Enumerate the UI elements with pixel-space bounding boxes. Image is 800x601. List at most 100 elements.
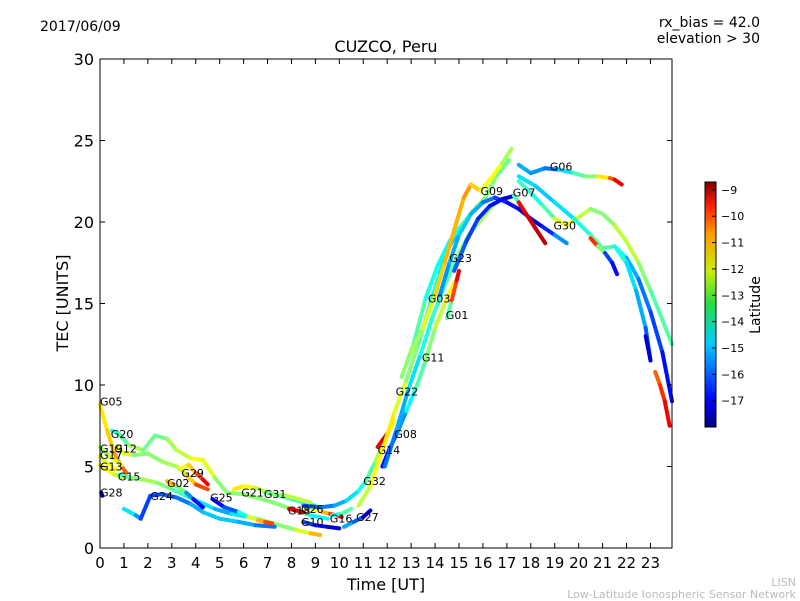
series-label-g19: G19 bbox=[100, 443, 123, 456]
colorbar-ticks: −9 −10 −11 −12 −13 −14 −15 −16 −17 bbox=[712, 184, 744, 408]
series-g07-segment bbox=[488, 197, 505, 208]
series-g06-segment bbox=[516, 162, 533, 176]
series-g32-segment bbox=[332, 498, 349, 508]
series-label-g20: G20 bbox=[111, 428, 134, 441]
series-track-31-segment bbox=[648, 309, 665, 355]
x-tick-label: 18 bbox=[521, 554, 540, 572]
series-g15-segment bbox=[212, 506, 234, 516]
series-track-31-segment bbox=[660, 350, 674, 404]
series-g20-segment bbox=[153, 433, 169, 441]
series-g12-segment bbox=[184, 472, 198, 487]
series-label-g32: G32 bbox=[363, 475, 386, 488]
series-g20-segment bbox=[200, 458, 217, 480]
series-g07-segment bbox=[524, 211, 538, 231]
series-label-g01: G01 bbox=[446, 309, 469, 322]
series-g09-segment bbox=[552, 233, 569, 246]
series-g29-segment bbox=[200, 477, 210, 487]
series-label-g03: G03 bbox=[428, 293, 451, 306]
y-tick-label: 0 bbox=[84, 539, 94, 558]
x-axis: 0 1 2 3 4 5 6 7 8 9 10 11 12 13 14 15 16 17 18 19 20 21 22 23 bbox=[95, 59, 660, 572]
series-g15-segment bbox=[155, 480, 174, 492]
series-g12-segment bbox=[174, 464, 189, 477]
x-tick-label: 21 bbox=[593, 554, 612, 572]
series-track-31-segment bbox=[588, 233, 605, 251]
series-g30-segment bbox=[636, 260, 653, 293]
series-label-g17: G17 bbox=[100, 449, 123, 462]
series-g17-segment bbox=[105, 461, 119, 472]
footer-network: Low-Latitude Ionospheric Sensor Network bbox=[567, 588, 796, 601]
series-g30-segment bbox=[612, 223, 629, 244]
x-tick-label: 10 bbox=[330, 554, 349, 572]
series-g22-segment bbox=[356, 484, 373, 508]
series-track-32-segment bbox=[610, 260, 619, 277]
series-g06-segment bbox=[557, 167, 576, 176]
series-g20-segment bbox=[241, 492, 270, 503]
series-track-33-segment bbox=[634, 288, 648, 330]
series-g30-segment bbox=[564, 215, 581, 228]
series-g30-segment bbox=[648, 288, 665, 322]
series-g12-segment bbox=[145, 451, 165, 464]
y-tick-label: 15 bbox=[74, 295, 94, 314]
series-label-g11: G11 bbox=[422, 351, 445, 364]
series-g15-segment bbox=[198, 500, 217, 511]
colorbar-tick-label: −17 bbox=[721, 395, 744, 408]
colorbar-tick-label: −16 bbox=[721, 368, 744, 381]
series-g20-segment bbox=[308, 513, 330, 521]
series-track-31-segment bbox=[600, 244, 617, 251]
series-label-g08: G08 bbox=[394, 428, 417, 441]
series-g22-segment bbox=[368, 448, 385, 489]
series-g24-segment bbox=[188, 502, 205, 515]
series-track-31-segment bbox=[636, 277, 653, 314]
series-g32-segment bbox=[344, 488, 361, 503]
x-tick-label: 5 bbox=[215, 554, 225, 572]
x-tick-label: 9 bbox=[311, 554, 321, 572]
series-g08-segment bbox=[404, 386, 418, 414]
series-g22-segment bbox=[404, 342, 421, 383]
series-g12-segment bbox=[131, 451, 150, 458]
series-g05-segment bbox=[98, 402, 110, 433]
series-label-g05: G05 bbox=[100, 395, 123, 408]
series-g05-segment bbox=[105, 428, 117, 456]
series-g07-segment bbox=[452, 239, 469, 273]
colorbar-tick-label: −9 bbox=[721, 184, 737, 197]
series-g31-segment bbox=[272, 492, 289, 498]
series-g22-segment bbox=[392, 378, 409, 415]
series-g15-segment bbox=[308, 531, 323, 537]
series-g31-segment bbox=[284, 493, 301, 502]
y-tick-label: 20 bbox=[74, 213, 94, 232]
series-g30-segment bbox=[588, 207, 605, 216]
series-g20-segment bbox=[126, 443, 146, 453]
series-label-g02: G02 bbox=[167, 477, 190, 490]
series-g31-segment bbox=[296, 497, 313, 505]
series-g25-segment bbox=[210, 497, 227, 510]
series-g15-segment bbox=[294, 528, 313, 536]
series-label-g30: G30 bbox=[554, 219, 577, 232]
colorbar-tick-label: −15 bbox=[721, 342, 744, 355]
series-g11-segment bbox=[442, 255, 459, 288]
series-g18-segment bbox=[294, 508, 306, 515]
colorbar-tick-label: −13 bbox=[721, 289, 744, 302]
colorbar-tick-label: −14 bbox=[721, 316, 744, 329]
series-track-34-segment bbox=[658, 383, 667, 404]
series-g32-segment bbox=[301, 503, 323, 510]
series-g10-segment bbox=[313, 523, 330, 529]
series-g25-segment bbox=[263, 519, 275, 526]
series-label-g28: G28 bbox=[100, 487, 123, 500]
series-label-g29: G29 bbox=[181, 467, 204, 480]
y-axis: 0 5 10 15 20 25 30 bbox=[74, 50, 672, 558]
series-g30-segment bbox=[540, 203, 557, 221]
series-g23-segment bbox=[488, 161, 505, 182]
series-g16-segment bbox=[339, 506, 354, 516]
series-g09-segment bbox=[504, 200, 521, 211]
rx-bias-label: rx_bias = 42.0 bbox=[659, 15, 760, 31]
series-g30-segment bbox=[516, 179, 533, 195]
series-label-g26: G26 bbox=[301, 503, 324, 516]
series-g25-segment bbox=[222, 505, 241, 515]
series-g23-segment bbox=[461, 182, 473, 200]
series-g01-segment bbox=[454, 268, 461, 283]
series-label-g23: G23 bbox=[449, 252, 472, 265]
colorbar-tick-label: −12 bbox=[721, 263, 744, 276]
series-g05-segment bbox=[119, 464, 129, 475]
series-g24-segment bbox=[217, 516, 241, 524]
